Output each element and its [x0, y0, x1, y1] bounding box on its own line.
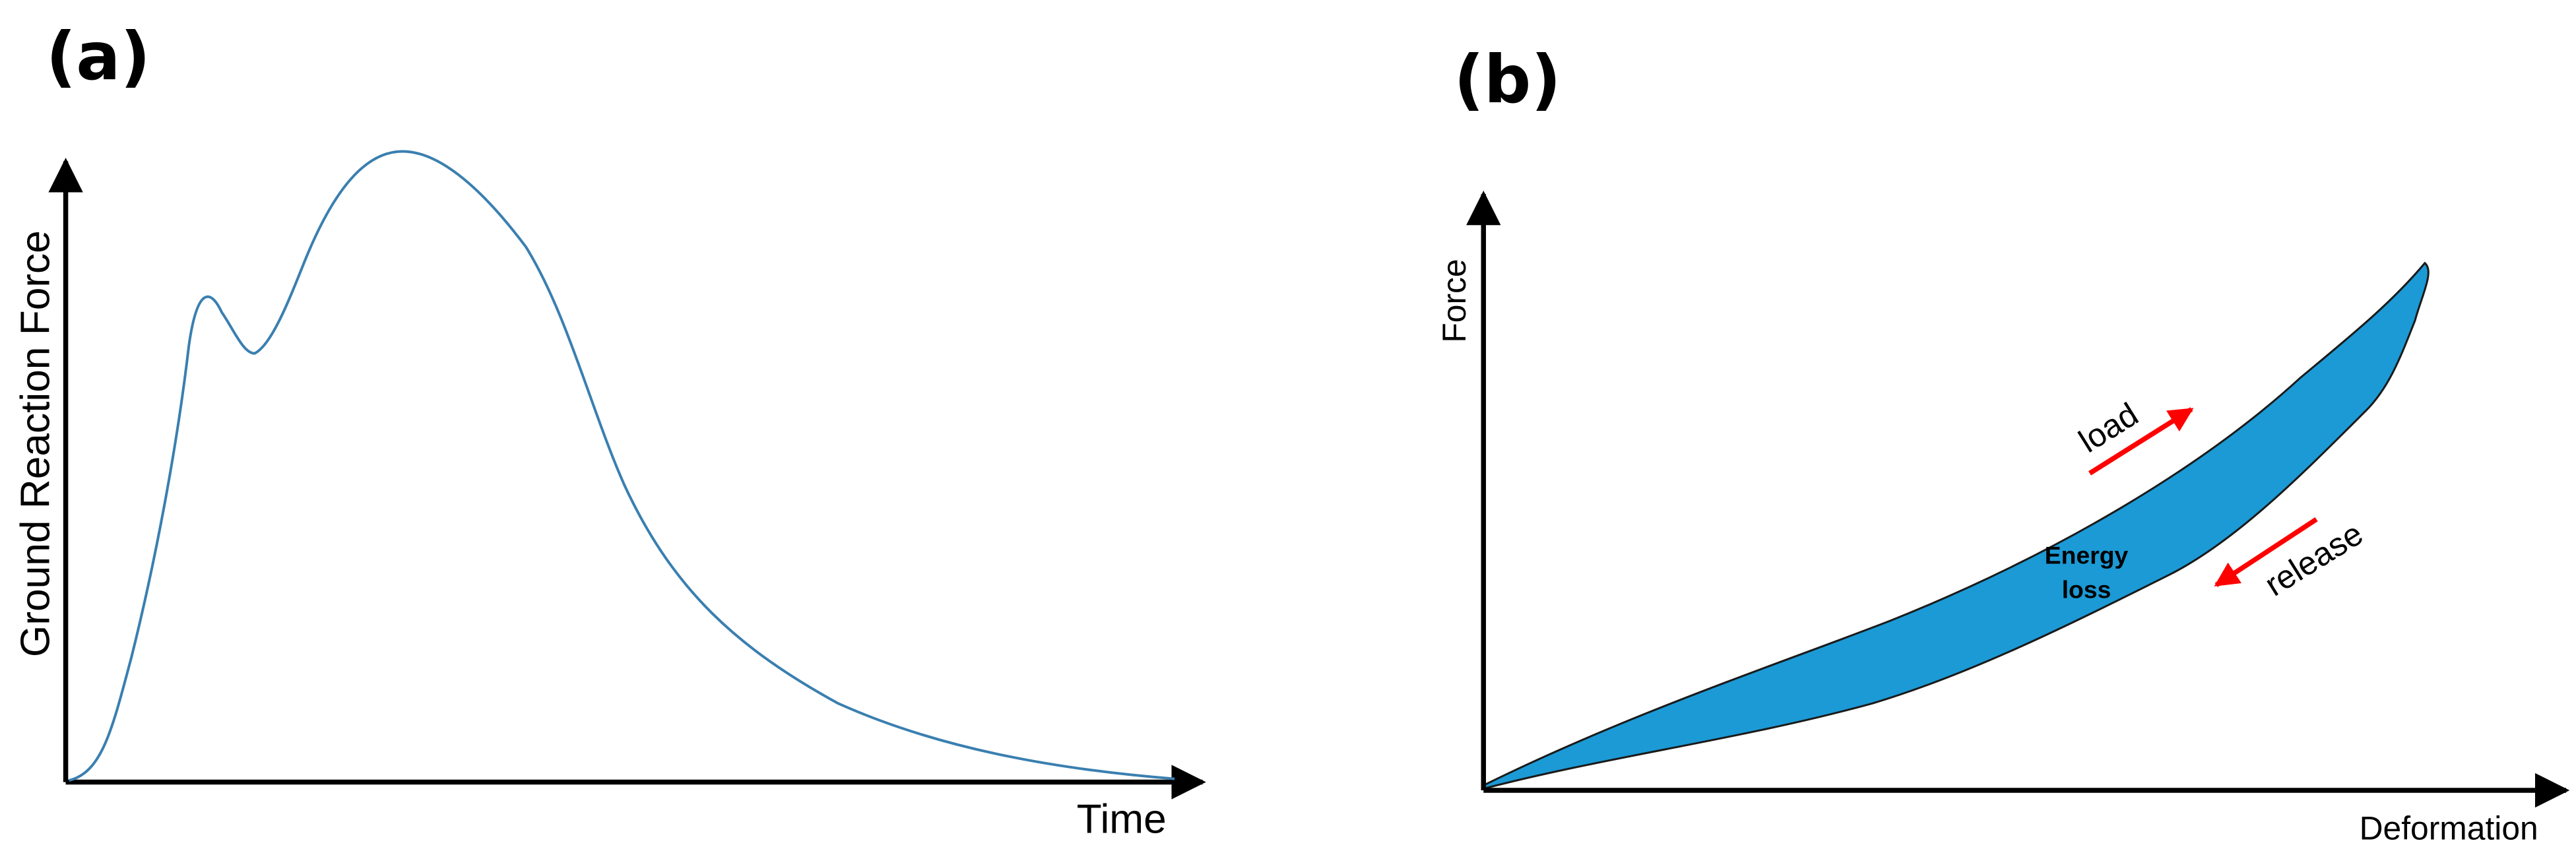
panel-b: (b) Force Deformation Energy loss load r…	[1436, 42, 2570, 847]
y-axis-title: Force	[1436, 259, 1473, 342]
region-label: loss	[2062, 576, 2111, 604]
panel-a: (a) Ground Reaction Force Time	[13, 19, 1206, 842]
annotation: load	[2073, 396, 2144, 460]
region-label: Energy	[2045, 541, 2129, 569]
force-curve	[69, 150, 1175, 782]
release-arrow	[2214, 517, 2318, 587]
y-axis-title: Ground Reaction Force	[13, 230, 59, 657]
annotation: release	[2259, 515, 2369, 603]
x-axis-title: Time	[1077, 797, 1167, 842]
panel-label: (b)	[1454, 42, 1561, 118]
panel-label: (a)	[46, 19, 150, 95]
x-axis-title: Deformation	[2360, 810, 2538, 847]
energy-loss-region	[1482, 261, 2430, 790]
load-arrow	[2088, 407, 2194, 476]
